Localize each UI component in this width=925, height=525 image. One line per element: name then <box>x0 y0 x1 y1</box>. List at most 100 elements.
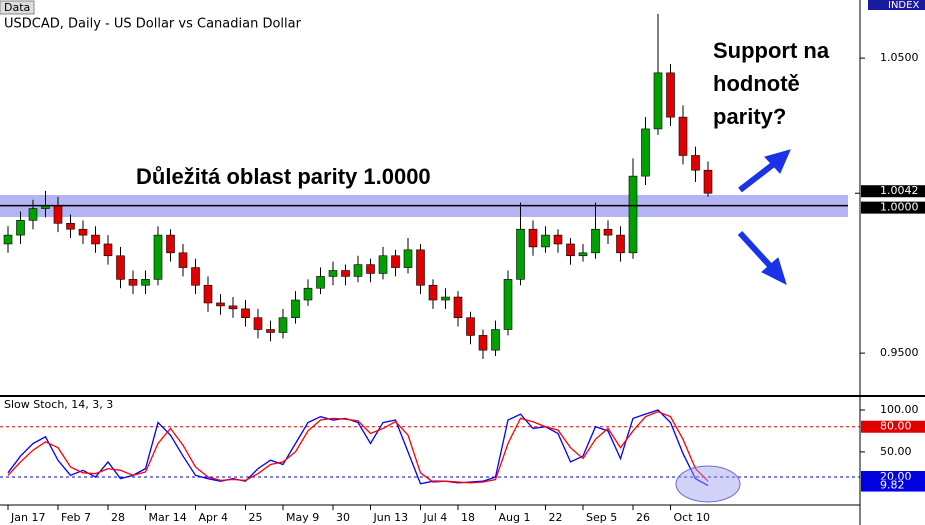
candle-body <box>328 270 338 277</box>
y-tick-label: 1.0000 <box>880 201 919 214</box>
price-tag <box>861 201 925 214</box>
highlight <box>675 465 741 503</box>
candle-body <box>678 116 688 156</box>
x-tick-label: May 9 <box>286 511 319 524</box>
arrow-down <box>737 230 775 271</box>
x-tick-label: Jun 13 <box>373 511 409 524</box>
candle-body <box>703 169 713 194</box>
stoch-line <box>7 410 709 484</box>
x-tick-label: Jul 4 <box>423 511 448 524</box>
candle-body <box>478 335 488 351</box>
candle-body <box>403 249 413 268</box>
candle-body <box>3 234 13 245</box>
tab-label: Data <box>4 1 30 14</box>
annotation: Důležitá oblast parity 1.0000 <box>136 164 431 189</box>
x-tick-label: 25 <box>249 511 263 524</box>
arrow-head <box>764 149 791 174</box>
price-tag <box>861 420 925 433</box>
x-tick-label: Mar 14 <box>149 511 187 524</box>
candle-body <box>453 296 463 319</box>
x-tick-label: 30 <box>336 511 350 524</box>
x-tick-label: Aug 1 <box>499 511 531 524</box>
panel-title: Slow Stoch, 14, 3, 3 <box>4 398 113 411</box>
candle-body <box>528 228 538 248</box>
candle-body <box>278 317 288 333</box>
candle-body <box>466 317 475 336</box>
y-tick-label: 80.00 <box>880 420 912 433</box>
y-tick-label: 50.00 <box>880 445 912 458</box>
candle-body <box>591 228 600 254</box>
candle-body <box>28 208 38 221</box>
chart-title: USDCAD, Daily - US Dollar vs Canadian Do… <box>4 17 302 32</box>
stoch-line <box>7 409 709 487</box>
y-tick-label: 0.9500 <box>880 346 919 359</box>
candle-body <box>216 302 225 307</box>
candle-body <box>203 284 213 304</box>
candle-body <box>153 234 163 280</box>
candle-body <box>166 234 175 254</box>
arrows <box>737 149 791 285</box>
candle-body <box>253 317 263 330</box>
y-tick-label: 9.82 <box>880 479 905 492</box>
x-tick-label: 18 <box>461 511 475 524</box>
candle-body <box>116 255 125 280</box>
candle-body <box>603 228 613 236</box>
candle-body <box>666 72 675 118</box>
candle-body <box>566 243 575 257</box>
x-tick-label: Apr 4 <box>199 511 229 524</box>
candle-body <box>578 252 588 257</box>
candle-body <box>91 234 100 245</box>
candle-body <box>16 220 25 236</box>
candle-body <box>103 243 113 257</box>
candle-body <box>53 205 63 224</box>
candle-body <box>128 279 138 286</box>
candle-body <box>366 264 375 274</box>
y-tick-label: 100.00 <box>880 403 919 416</box>
x-tick-label: Feb 7 <box>61 511 91 524</box>
tab <box>0 0 35 15</box>
candle-body <box>653 72 663 130</box>
candle-body <box>191 267 200 286</box>
x-tick-label: 26 <box>636 511 650 524</box>
candle-body <box>628 175 638 254</box>
candle-body <box>503 279 513 330</box>
candle-body <box>316 276 325 289</box>
candle-body <box>391 255 400 268</box>
price-tag <box>861 185 925 198</box>
candle-body <box>416 249 425 286</box>
candle-body <box>303 287 313 301</box>
x-tick-label: Oct 10 <box>674 511 711 524</box>
annotation: hodnotě <box>713 71 800 96</box>
annotation: Support na <box>713 38 830 63</box>
candle-body <box>266 329 275 333</box>
candle-body <box>353 264 363 277</box>
arrow-head <box>761 257 787 285</box>
candle-body <box>491 329 500 351</box>
x-tick-label: 22 <box>549 511 563 524</box>
candle-body <box>641 128 650 177</box>
badge-label: INDEX <box>888 0 919 11</box>
candle-body <box>228 305 238 310</box>
candle-body <box>178 252 188 268</box>
candle-body <box>516 228 525 280</box>
x-tick-label: 28 <box>111 511 125 524</box>
candle-body <box>66 223 75 230</box>
y-tick-label: 1.0042 <box>880 184 919 197</box>
candle-body <box>553 234 563 245</box>
candle-body <box>428 284 438 301</box>
x-tick-label: Jan 17 <box>10 511 45 524</box>
candle-body <box>341 270 350 277</box>
annotation: parity? <box>713 104 786 129</box>
arrow-up <box>738 160 777 193</box>
candle-body <box>241 308 250 319</box>
candle-body <box>616 234 625 254</box>
candle-body <box>691 155 700 171</box>
candle-body <box>541 234 550 248</box>
candle-body <box>441 296 450 301</box>
candle-body <box>378 255 388 274</box>
candle-body <box>291 299 300 319</box>
x-tick-label: Sep 5 <box>586 511 617 524</box>
candle-body <box>78 228 88 236</box>
price-tag <box>861 479 925 492</box>
